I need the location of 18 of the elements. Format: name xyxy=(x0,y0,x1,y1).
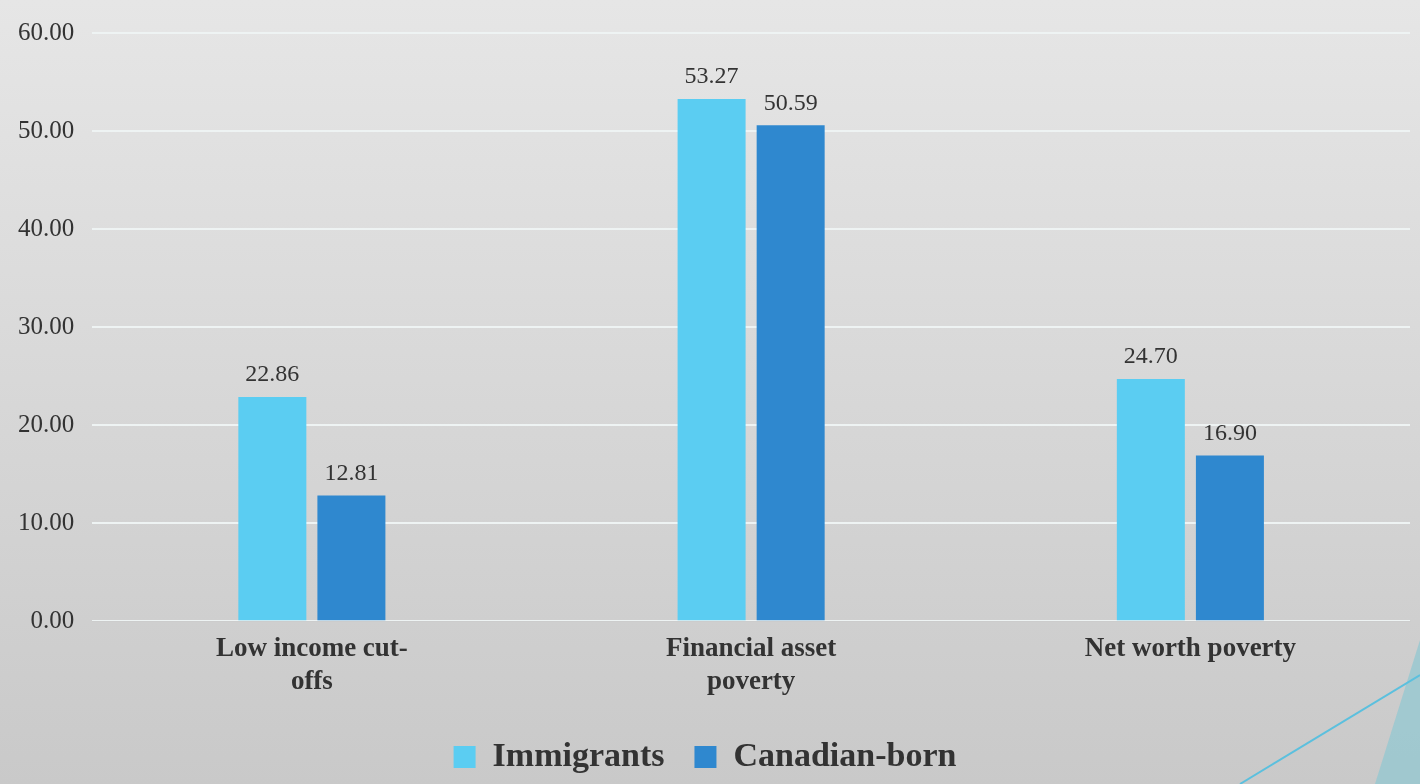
legend-label: Immigrants xyxy=(492,735,665,773)
y-tick-label: 20.00 xyxy=(18,409,75,437)
x-tick-label: Financial asset poverty xyxy=(665,632,837,695)
data-label: 12.81 xyxy=(324,458,379,485)
y-tick-label: 10.00 xyxy=(18,507,75,535)
y-tick-label: 50.00 xyxy=(18,115,75,143)
x-tick-label: Low income cut-offs xyxy=(215,632,408,695)
data-label: 24.70 xyxy=(1123,342,1178,369)
y-tick-label: 40.00 xyxy=(18,213,75,241)
data-label: 22.86 xyxy=(245,360,300,387)
y-tick-label: 0.00 xyxy=(30,605,75,633)
y-tick-label: 60.00 xyxy=(18,17,75,45)
y-tick-label: 30.00 xyxy=(18,311,75,339)
data-label: 16.90 xyxy=(1202,418,1257,445)
data-label: 50.59 xyxy=(763,88,818,115)
legend-label: Canadian-born xyxy=(733,735,957,773)
data-label: 53.27 xyxy=(684,62,739,89)
x-tick-label: Net worth poverty xyxy=(1084,632,1297,663)
